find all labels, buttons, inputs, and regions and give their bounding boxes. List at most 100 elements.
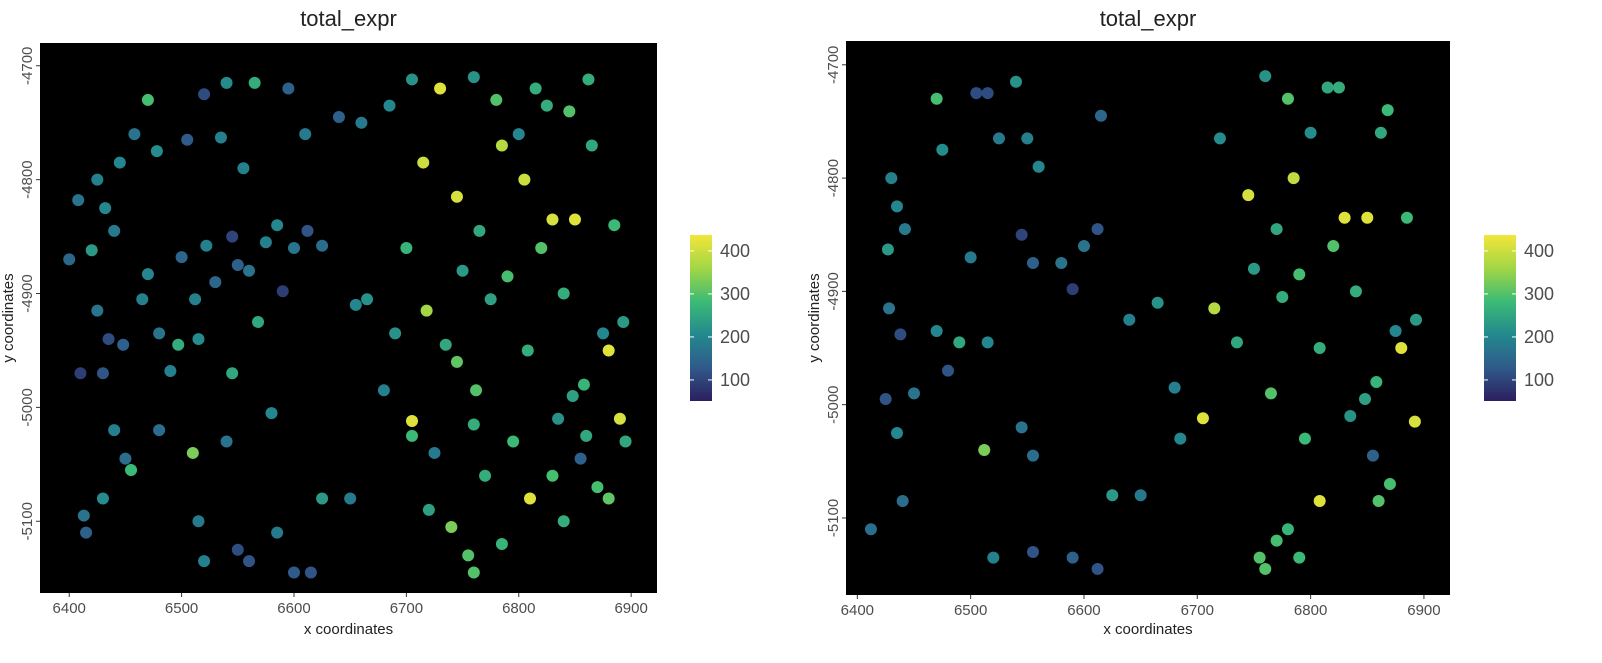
point: [907, 387, 920, 400]
point: [473, 224, 486, 237]
point: [1270, 223, 1283, 236]
point: [540, 99, 553, 112]
point: [113, 156, 126, 169]
point: [1066, 283, 1079, 296]
plot-background: [846, 41, 1450, 595]
point: [389, 327, 402, 340]
point: [119, 452, 132, 465]
point: [992, 132, 1005, 145]
point: [220, 435, 233, 448]
point: [883, 302, 896, 315]
point: [420, 304, 433, 317]
point: [400, 241, 413, 254]
point: [1077, 240, 1090, 253]
point: [304, 566, 317, 579]
point: [613, 412, 626, 425]
point: [214, 131, 227, 144]
point: [467, 566, 480, 579]
point: [1270, 534, 1283, 547]
point: [518, 173, 531, 186]
colorbar-tick-label: 200: [720, 327, 750, 347]
point: [231, 543, 244, 556]
point: [1123, 313, 1136, 326]
point: [1151, 296, 1164, 309]
point: [108, 224, 121, 237]
point: [1247, 262, 1260, 275]
point: [1253, 551, 1266, 564]
point: [467, 71, 480, 84]
colorbar: [1484, 235, 1516, 401]
x-tick-label: 6700: [1181, 602, 1214, 619]
chart-title: total_expr: [1100, 6, 1197, 31]
point: [964, 251, 977, 264]
point: [1408, 415, 1421, 428]
point: [192, 515, 205, 528]
point: [507, 435, 520, 448]
point: [1332, 81, 1345, 94]
y-tick-label: -5000: [825, 385, 842, 423]
point: [987, 551, 1000, 564]
colorbar-tick-label: 400: [720, 241, 750, 261]
point: [1021, 132, 1034, 145]
point: [864, 523, 877, 536]
point: [287, 241, 300, 254]
point: [1293, 268, 1306, 281]
point: [63, 253, 76, 266]
point: [77, 509, 90, 522]
point: [1327, 240, 1340, 253]
point: [1259, 70, 1272, 83]
point: [102, 333, 115, 346]
point: [422, 503, 435, 516]
point: [417, 156, 430, 169]
point: [879, 393, 892, 406]
point: [591, 481, 604, 494]
point: [1091, 223, 1104, 236]
colorbar: [690, 235, 712, 401]
point: [128, 128, 141, 141]
point: [316, 492, 329, 505]
point: [355, 116, 368, 129]
x-tick-label: 6500: [165, 600, 198, 617]
point: [557, 287, 570, 300]
point: [1400, 211, 1413, 224]
point: [405, 415, 418, 428]
colorbar-tick-label: 100: [720, 370, 750, 390]
y-tick-label: -4800: [19, 160, 36, 198]
point: [1174, 432, 1187, 445]
point: [450, 190, 463, 203]
point: [582, 73, 595, 86]
point: [1168, 381, 1181, 394]
point: [467, 418, 480, 431]
colorbar-tick-label: 300: [1524, 284, 1554, 304]
point: [495, 538, 508, 551]
point: [175, 251, 188, 264]
point: [1381, 104, 1394, 117]
y-tick-label: -4800: [825, 159, 842, 197]
point: [259, 236, 272, 249]
point: [1361, 211, 1374, 224]
point: [96, 492, 109, 505]
point: [1026, 449, 1039, 462]
point: [885, 172, 898, 185]
point: [74, 367, 87, 380]
point: [546, 213, 559, 226]
point: [80, 526, 93, 539]
point: [512, 128, 525, 141]
y-tick-label: -5100: [19, 502, 36, 540]
x-tick-label: 6600: [1067, 602, 1100, 619]
point: [153, 424, 166, 437]
point: [563, 105, 576, 118]
point: [428, 446, 441, 459]
point: [890, 200, 903, 213]
point: [608, 219, 621, 232]
point: [890, 426, 903, 439]
point: [237, 162, 250, 175]
point: [226, 367, 239, 380]
colorbar-tick-label: 100: [1524, 370, 1554, 390]
point: [91, 304, 104, 317]
point: [248, 76, 261, 89]
point: [1370, 376, 1383, 389]
point: [462, 549, 475, 562]
point: [1389, 325, 1402, 338]
